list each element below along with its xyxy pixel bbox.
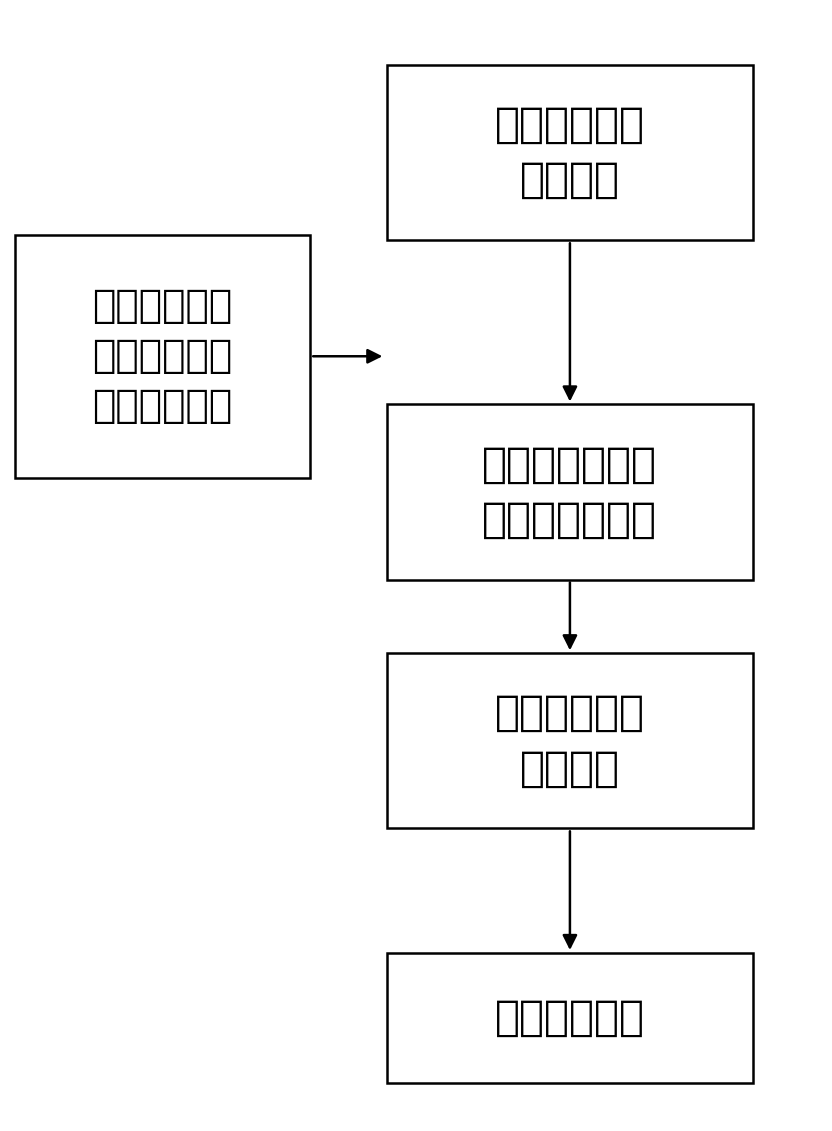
FancyBboxPatch shape xyxy=(387,952,753,1083)
Text: 结果终端显示: 结果终端显示 xyxy=(495,996,645,1039)
FancyBboxPatch shape xyxy=(387,654,753,828)
Text: 定期更新锅炉
主要可控运行
参数的基准值: 定期更新锅炉 主要可控运行 参数的基准值 xyxy=(92,287,232,425)
FancyBboxPatch shape xyxy=(387,66,753,241)
Text: 实时采集机组
运行数据: 实时采集机组 运行数据 xyxy=(495,104,645,201)
FancyBboxPatch shape xyxy=(387,405,753,580)
FancyBboxPatch shape xyxy=(15,235,310,477)
Text: 机组发电煤耗
偏差计算: 机组发电煤耗 偏差计算 xyxy=(495,692,645,789)
Text: 燃料燃烧计算及
锅炉热效率计算: 燃料燃烧计算及 锅炉热效率计算 xyxy=(483,443,657,541)
